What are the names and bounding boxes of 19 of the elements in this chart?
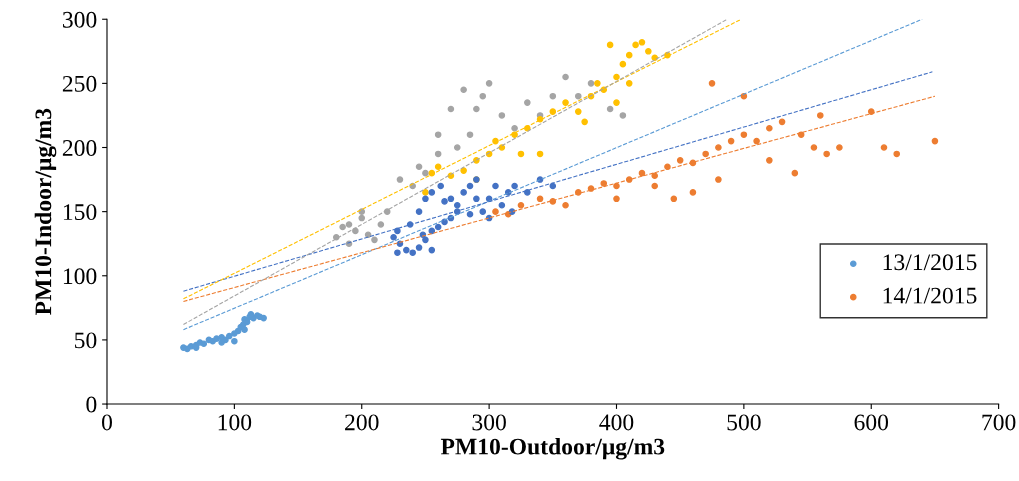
y-tick-label: 250 <box>62 75 97 92</box>
x-tick-label: 500 <box>727 414 761 431</box>
legend-label: 14/1/2015 <box>883 287 977 304</box>
x-tick-label: 700 <box>982 414 1016 431</box>
y-tick-label: 150 <box>63 204 97 221</box>
x-tick-label: 0 <box>101 414 112 431</box>
y-tick-label: 200 <box>62 140 97 156</box>
y-tick-label: 50 <box>75 332 97 349</box>
x-axis-title: PM10-Outdoor/μg/m3 <box>440 437 665 460</box>
x-tick-label: 300 <box>472 414 506 431</box>
y-tick-label: 0 <box>86 396 97 413</box>
x-tick-label: 200 <box>345 414 379 431</box>
x-tick-label: 100 <box>218 414 252 431</box>
x-tick-label: 600 <box>854 414 889 431</box>
x-tick-label: 400 <box>599 414 634 431</box>
legend-label: 13/1/2015 <box>883 254 977 271</box>
y-tick-label: 100 <box>63 268 97 285</box>
y-axis-title: PM10-Indoor/μg/m3 <box>34 108 57 315</box>
y-tick-label: 300 <box>62 11 97 28</box>
